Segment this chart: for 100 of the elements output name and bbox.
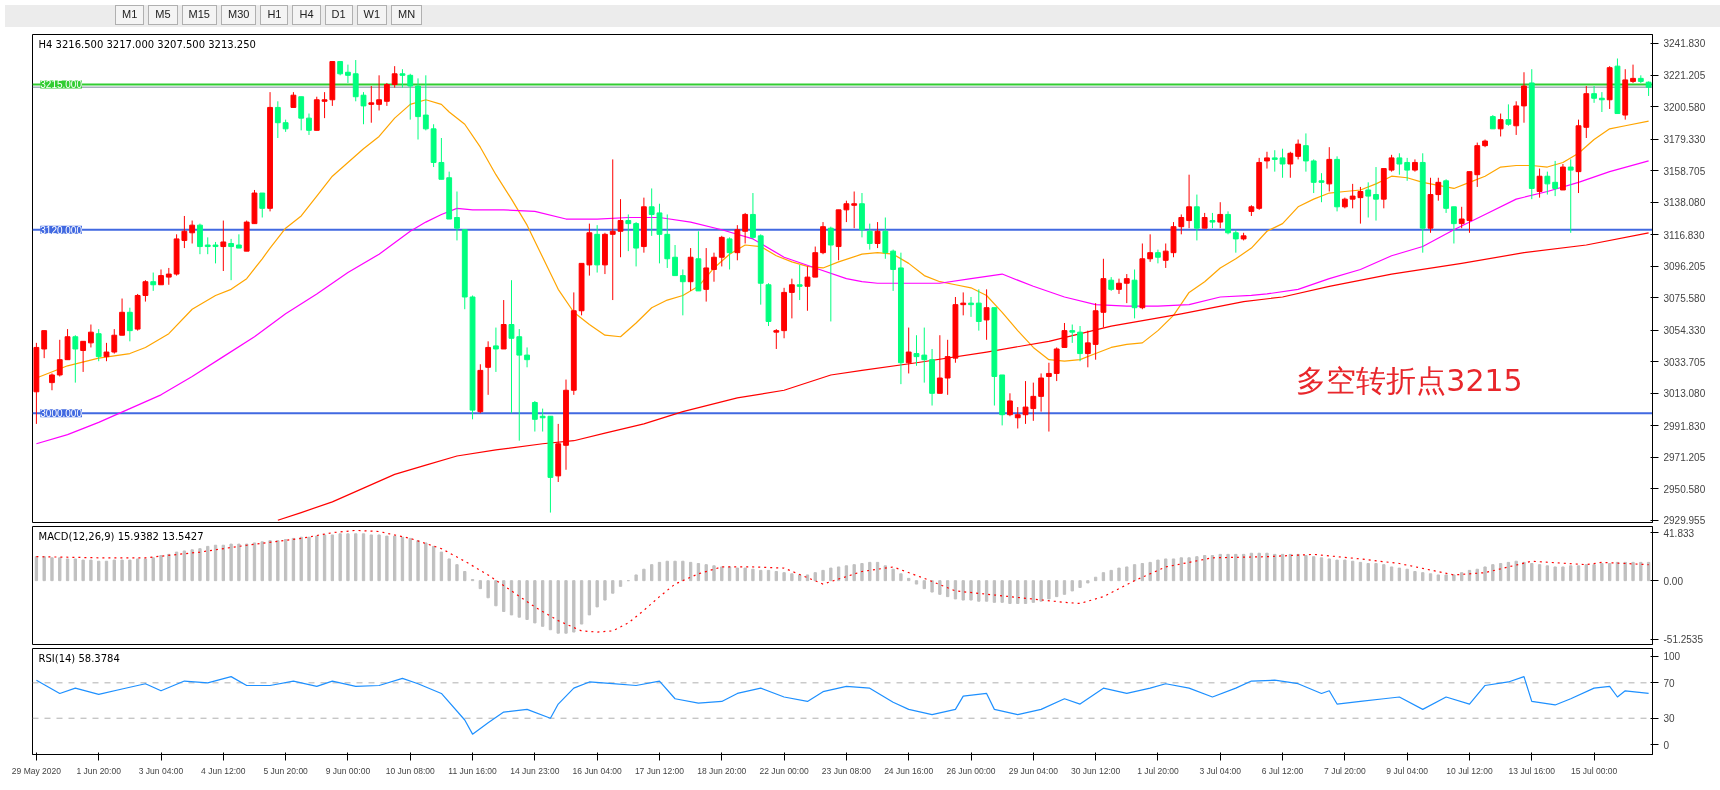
y-tick-label: 0.00: [1663, 575, 1684, 587]
x-tick-label: 26 Jun 00:00: [946, 765, 996, 776]
y-tick-label: 3096.205: [1663, 261, 1706, 273]
bar: [346, 533, 350, 582]
candlestick: [788, 278, 795, 319]
x-tick-label: 29 May 2020: [11, 765, 62, 776]
bar: [276, 540, 280, 582]
y-tick-label: 3241.830: [1663, 38, 1706, 50]
bar: [1078, 580, 1082, 588]
candlestick: [773, 328, 780, 350]
candlestick: [1186, 174, 1192, 229]
x-tick-label: 16 Jun 04:00: [572, 765, 623, 776]
bar: [984, 580, 989, 602]
bar: [1428, 573, 1433, 582]
candlestick: [890, 249, 897, 292]
bar: [494, 580, 498, 607]
bar: [1304, 555, 1308, 582]
candlestick: [1264, 151, 1270, 170]
candlestick: [1497, 113, 1504, 137]
x-tick-label: 5 Jun 20:00: [263, 765, 309, 776]
bar: [1016, 580, 1020, 604]
candlestick: [750, 192, 756, 240]
chart-title: MACD(12,26,9) 15.9382 13.5427: [38, 530, 204, 542]
candlestick: [1630, 64, 1636, 84]
bar: [1156, 559, 1160, 582]
bar: [587, 580, 592, 616]
candlestick: [1552, 160, 1559, 197]
y-tick-label: 3179.330: [1663, 134, 1706, 146]
bar: [1366, 563, 1370, 582]
candlestick: [1450, 206, 1457, 244]
ref-line-label: 3120.000: [40, 224, 83, 236]
candlestick: [1513, 100, 1520, 136]
bar: [1382, 564, 1386, 582]
bar: [167, 553, 171, 582]
bar: [1405, 568, 1409, 582]
candlestick: [391, 65, 398, 89]
candlestick: [1505, 103, 1512, 127]
bar: [361, 533, 366, 582]
bar: [1140, 563, 1145, 582]
candlestick: [968, 296, 974, 318]
bar: [1265, 552, 1269, 582]
bar: [354, 533, 358, 582]
y-tick-label: 2991.830: [1663, 420, 1706, 432]
y-tick-label: 2929.955: [1663, 515, 1706, 527]
candlestick: [103, 342, 110, 362]
candlestick: [1303, 132, 1309, 173]
bar: [1335, 559, 1339, 582]
bar: [1296, 553, 1300, 582]
bar: [1109, 569, 1113, 582]
candlestick: [1225, 210, 1231, 235]
bar: [1350, 560, 1355, 582]
candlestick: [843, 200, 850, 223]
candlestick: [679, 268, 686, 316]
bar: [681, 560, 685, 582]
candlestick: [150, 272, 157, 292]
y-tick-label: 2971.205: [1663, 452, 1706, 464]
bar: [579, 580, 584, 625]
bar: [268, 540, 272, 582]
bar: [665, 560, 669, 582]
chart-title: H4 3216.500 3217.000 3207.500 3213.250: [38, 38, 256, 50]
y-tick-label: 3054.330: [1663, 325, 1706, 337]
ref-line-label: 3000.000: [40, 408, 83, 420]
bar: [1195, 556, 1199, 582]
text: W1: [356, 5, 388, 25]
candlestick: [1084, 330, 1091, 368]
candlestick: [1007, 392, 1013, 417]
bar: [720, 566, 724, 582]
candlestick: [1193, 194, 1200, 241]
bar: [969, 580, 973, 601]
candlestick: [1232, 229, 1239, 254]
bar: [393, 535, 397, 582]
bar: [408, 537, 412, 582]
candlestick: [407, 73, 414, 121]
bar: [603, 580, 607, 601]
candlestick: [1560, 163, 1566, 191]
y-tick-label: 3138.080: [1663, 197, 1706, 209]
bar: [829, 567, 833, 582]
bar: [1413, 571, 1417, 582]
bar: [891, 568, 895, 582]
bar: [1218, 553, 1222, 582]
text: M15: [181, 5, 217, 25]
bar: [330, 534, 335, 582]
candlestick: [625, 213, 632, 252]
bar: [790, 573, 794, 582]
x-tick-label: 10 Jun 08:00: [385, 765, 436, 776]
x-tick-label: 15 Jul 00:00: [1570, 765, 1618, 776]
bar: [914, 580, 919, 585]
bar: [463, 571, 467, 582]
bar: [400, 536, 405, 582]
candlestick: [306, 113, 312, 136]
candlestick: [493, 327, 499, 373]
bar: [1343, 559, 1347, 582]
candlestick: [1116, 278, 1122, 295]
candlestick: [742, 212, 749, 244]
bar: [712, 565, 716, 582]
bar: [143, 558, 148, 582]
candlestick: [796, 264, 803, 301]
bar: [1608, 563, 1612, 582]
candlestick: [866, 223, 873, 251]
bar: [1070, 580, 1074, 592]
